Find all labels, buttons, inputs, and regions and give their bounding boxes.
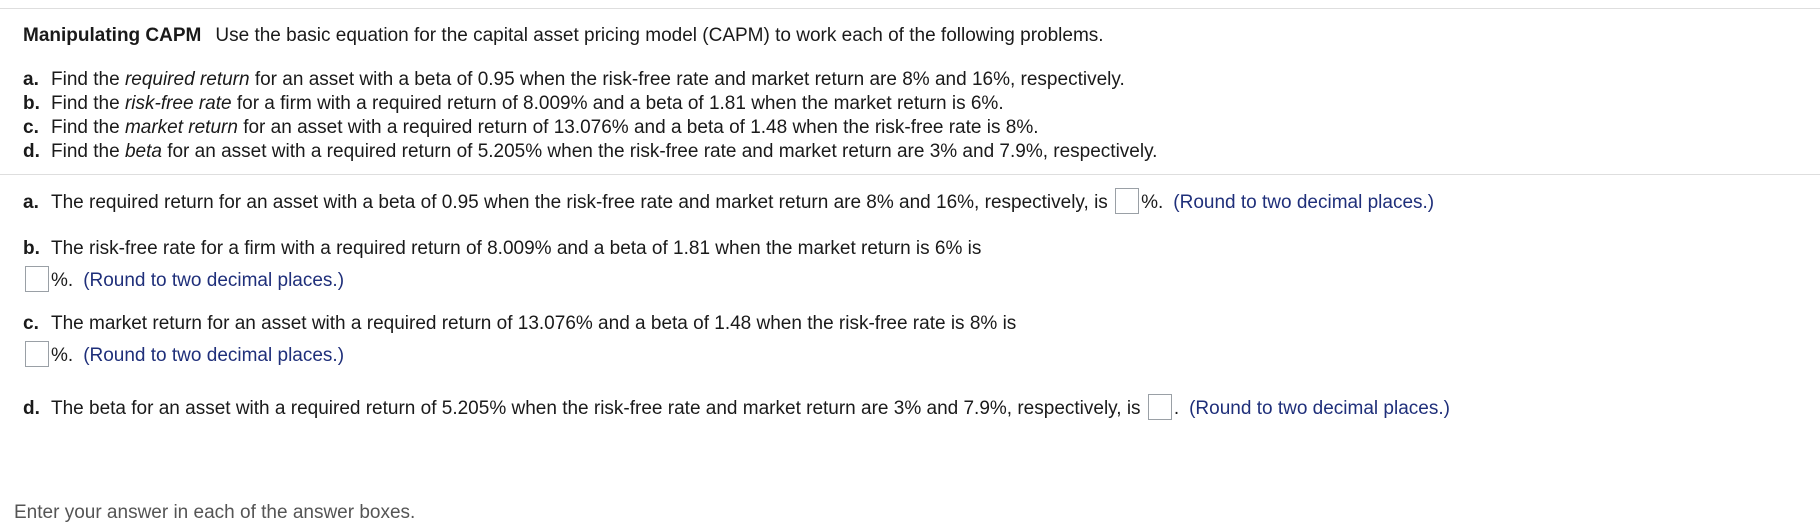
- problem-text: for an asset with a required return of 1…: [237, 117, 1039, 138]
- problem-letter: a.: [23, 69, 39, 90]
- answer-suffix: %.: [51, 345, 74, 366]
- problem-a: a. Find the required return for an asset …: [23, 68, 1157, 92]
- answer-b-input[interactable]: [25, 266, 49, 292]
- problem-text: Find the: [51, 117, 125, 138]
- answer-d-input[interactable]: [1147, 394, 1172, 420]
- question-title: Manipulating CAPM: [23, 25, 202, 46]
- answer-b-line2: %. (Round to two decimal places.): [23, 266, 344, 292]
- problem-text: for an asset with a beta of 0.95 when th…: [249, 69, 1125, 90]
- footer-instruction: Enter your answer in each of the answer …: [14, 502, 416, 523]
- answer-c: c. The market return for an asset with a …: [23, 313, 1016, 335]
- problem-b: b. Find the risk-free rate for a firm wit…: [23, 92, 1157, 116]
- problem-letter: d.: [23, 141, 40, 162]
- problem-emphasis: required return: [124, 69, 250, 90]
- problem-letter: b.: [23, 93, 40, 114]
- answer-d: d. The beta for an asset with a required …: [23, 394, 1450, 420]
- rounding-hint: (Round to two decimal places.): [83, 345, 345, 366]
- problem-text: Find the: [51, 93, 125, 114]
- answer-text: The required return for an asset with a …: [51, 192, 1108, 213]
- problem-text: for a firm with a required return of 8.0…: [231, 93, 1004, 114]
- problem-emphasis: market return: [124, 117, 238, 138]
- answer-suffix: %.: [51, 270, 74, 291]
- answer-a: a. The required return for an asset with …: [23, 188, 1434, 214]
- answer-letter: c.: [23, 313, 39, 334]
- answer-letter: d.: [23, 398, 40, 419]
- answer-text: The beta for an asset with a required re…: [51, 398, 1141, 419]
- answer-a-input[interactable]: [1115, 188, 1140, 214]
- rounding-hint: (Round to two decimal places.): [83, 270, 345, 291]
- answer-b: b. The risk-free rate for a firm with a r…: [23, 238, 981, 260]
- answer-text: The risk-free rate for a firm with a req…: [51, 238, 982, 259]
- problem-text: Find the: [51, 69, 125, 90]
- section-divider: [0, 174, 1820, 175]
- problem-emphasis: risk-free rate: [124, 93, 232, 114]
- answer-c-input[interactable]: [25, 341, 49, 367]
- question-instructions: Use the basic equation for the capital a…: [215, 25, 1104, 46]
- answer-suffix: %.: [1141, 192, 1164, 213]
- answer-letter: b.: [23, 238, 40, 259]
- answer-text: The market return for an asset with a re…: [51, 313, 1017, 334]
- answer-letter: a.: [23, 192, 39, 213]
- answer-c-line2: %. (Round to two decimal places.): [23, 341, 344, 367]
- problem-d: d. Find the beta for an asset with a requ…: [23, 140, 1157, 164]
- top-divider: [0, 8, 1820, 9]
- answer-suffix: .: [1173, 398, 1180, 419]
- problem-text: Find the: [51, 141, 125, 162]
- rounding-hint: (Round to two decimal places.): [1173, 192, 1435, 213]
- problem-letter: c.: [23, 117, 39, 138]
- problem-c: c. Find the market return for an asset wi…: [23, 116, 1157, 140]
- question-header: Manipulating CAPM Use the basic equation …: [23, 25, 1104, 47]
- problem-emphasis: beta: [124, 141, 162, 162]
- rounding-hint: (Round to two decimal places.): [1189, 398, 1450, 419]
- problem-list: a. Find the required return for an asset …: [23, 68, 1157, 164]
- problem-text: for an asset with a required return of 5…: [161, 141, 1158, 162]
